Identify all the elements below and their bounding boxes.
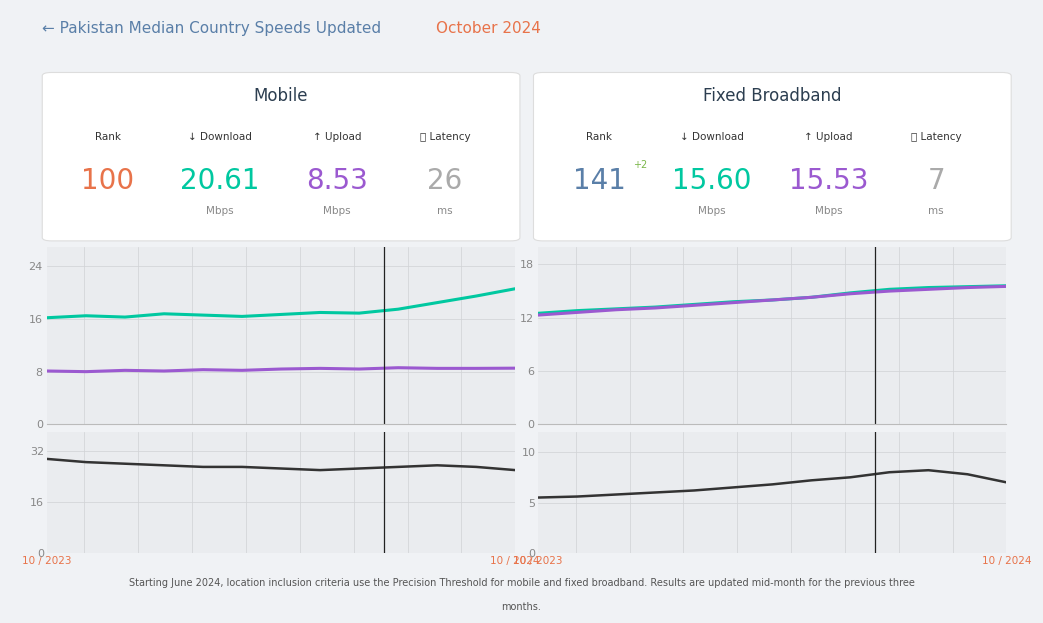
Text: 15.53: 15.53 [789, 166, 868, 194]
Text: ↓ Download: ↓ Download [680, 132, 744, 142]
Text: Ⓢ Latency: Ⓢ Latency [911, 132, 962, 142]
Text: ms: ms [437, 206, 453, 216]
FancyBboxPatch shape [534, 72, 1011, 241]
Text: Rank: Rank [586, 132, 612, 142]
Text: Starting June 2024, location inclusion criteria use the Precision Threshold for : Starting June 2024, location inclusion c… [128, 578, 915, 587]
Text: Ⓢ Latency: Ⓢ Latency [419, 132, 470, 142]
Text: 26: 26 [428, 166, 463, 194]
Text: 15.60: 15.60 [672, 166, 751, 194]
Text: 20.61: 20.61 [180, 166, 260, 194]
Text: October 2024: October 2024 [436, 21, 541, 36]
Text: ← Pakistan Median Country Speeds Updated: ← Pakistan Median Country Speeds Updated [42, 21, 386, 36]
Text: ms: ms [928, 206, 944, 216]
FancyBboxPatch shape [43, 72, 519, 241]
Text: Mbps: Mbps [815, 206, 843, 216]
Text: Mobile: Mobile [253, 87, 309, 105]
Text: 8.53: 8.53 [307, 166, 368, 194]
Text: ↑ Upload: ↑ Upload [804, 132, 853, 142]
Text: Mbps: Mbps [207, 206, 234, 216]
Text: months.: months. [502, 602, 541, 612]
Text: Fixed Broadband: Fixed Broadband [703, 87, 842, 105]
Text: 7: 7 [927, 166, 945, 194]
Text: ↓ Download: ↓ Download [189, 132, 252, 142]
Text: Mbps: Mbps [323, 206, 351, 216]
Text: +2: +2 [633, 160, 647, 170]
Text: Rank: Rank [95, 132, 121, 142]
Text: Mbps: Mbps [698, 206, 725, 216]
Text: 100: 100 [81, 166, 135, 194]
Text: 141: 141 [573, 166, 626, 194]
Text: ↑ Upload: ↑ Upload [313, 132, 362, 142]
